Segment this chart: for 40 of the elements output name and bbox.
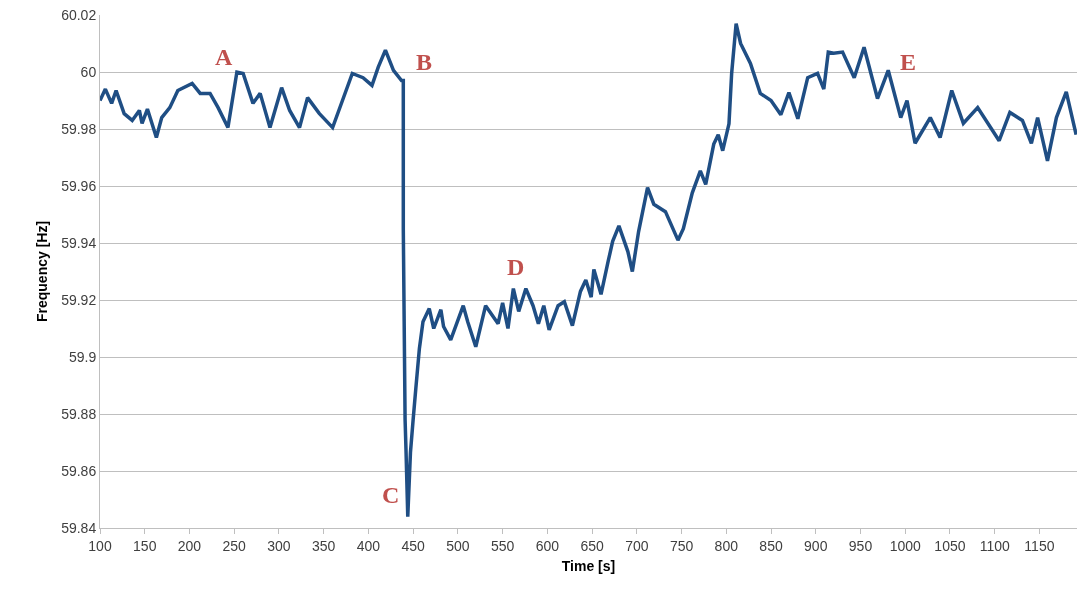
y-tick-label: 59.98 — [61, 120, 97, 137]
x-tick-label: 900 — [804, 537, 828, 554]
y-tick-label: 60 — [80, 63, 97, 80]
x-tick-label: 750 — [669, 537, 694, 554]
x-tick-label: 450 — [401, 537, 426, 554]
x-tick-label: 1150 — [1024, 537, 1055, 554]
y-tick-label: 59.88 — [61, 405, 97, 422]
y-axis-title: Frequency [Hz] — [33, 220, 50, 323]
x-tick-label: 550 — [490, 537, 515, 554]
x-tick-label: 100 — [88, 537, 112, 554]
x-tick-label: 1050 — [934, 537, 966, 554]
y-tick-label: 59.9 — [68, 348, 97, 365]
x-tick-label: 800 — [714, 537, 739, 554]
x-tick-label: 300 — [267, 537, 291, 554]
x-tick-label: 250 — [222, 537, 247, 554]
annotation: E — [900, 49, 917, 75]
x-tick-label: 1100 — [979, 537, 1010, 554]
x-tick-label: 600 — [535, 537, 560, 554]
y-tick-label: 59.96 — [61, 177, 97, 194]
x-tick-label: 500 — [446, 537, 470, 554]
x-tick-label: 150 — [133, 537, 157, 554]
line-series — [100, 21, 1077, 519]
x-tick-label: 400 — [356, 537, 381, 554]
annotation: B — [416, 49, 433, 75]
x-axis-title: Time [s] — [561, 558, 616, 575]
x-tick-label: 1000 — [889, 537, 921, 554]
x-tick-label: 950 — [848, 537, 873, 554]
annotation: D — [507, 254, 525, 280]
y-tick-label: 59.92 — [61, 291, 97, 308]
y-tick-label: 59.84 — [61, 519, 97, 536]
x-tick-label: 700 — [625, 537, 649, 554]
x-tick-label: 650 — [580, 537, 604, 554]
y-tick-label: 59.86 — [61, 462, 97, 479]
x-tick-label: 850 — [759, 537, 783, 554]
y-tick-label: 60.02 — [61, 6, 97, 23]
x-tick-label: 350 — [311, 537, 336, 554]
x-tick-label: 200 — [177, 537, 202, 554]
y-tick-label: 59.94 — [61, 234, 97, 251]
annotation: A — [215, 44, 233, 70]
annotation: C — [382, 482, 400, 508]
